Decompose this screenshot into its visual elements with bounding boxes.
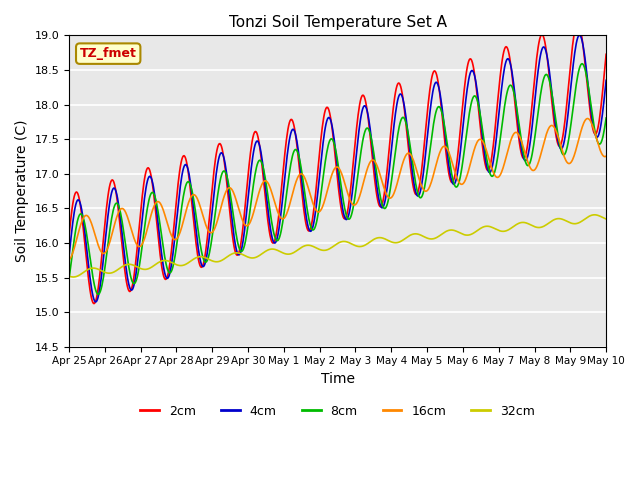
2cm [214,144,221,150]
4cm [419,172,427,178]
16cm [75,228,83,234]
16cm [403,151,410,157]
32cm [65,273,73,279]
X-axis label: Time: Time [321,372,355,386]
32cm [602,216,610,222]
Y-axis label: Soil Temperature (C): Soil Temperature (C) [15,120,29,262]
8cm [186,180,193,185]
Line: 8cm: 8cm [69,64,606,294]
Line: 16cm: 16cm [69,119,606,260]
32cm [214,259,221,264]
2cm [404,135,412,141]
4cm [65,254,73,260]
16cm [65,257,73,263]
32cm [419,233,427,239]
Line: 4cm: 4cm [69,35,606,302]
2cm [186,177,193,183]
2cm [65,233,73,239]
8cm [579,61,586,67]
32cm [590,212,598,218]
2cm [419,154,427,159]
4cm [602,77,610,83]
2cm [131,267,139,273]
32cm [186,259,193,265]
4cm [404,126,412,132]
8cm [131,280,139,286]
2cm [75,194,83,200]
16cm [602,153,610,159]
2cm [602,51,610,57]
16cm [584,116,591,121]
Line: 32cm: 32cm [69,215,606,277]
4cm [575,32,583,38]
8cm [404,126,412,132]
8cm [419,191,427,196]
16cm [419,185,426,191]
Line: 2cm: 2cm [69,23,606,303]
Text: TZ_fmet: TZ_fmet [80,47,137,60]
8cm [602,115,610,121]
16cm [213,219,221,225]
32cm [70,274,77,280]
16cm [185,200,193,205]
Title: Tonzi Soil Temperature Set A: Tonzi Soil Temperature Set A [228,15,447,30]
32cm [131,263,139,269]
4cm [92,299,100,305]
4cm [131,278,139,284]
8cm [94,291,102,297]
Legend: 2cm, 4cm, 8cm, 16cm, 32cm: 2cm, 4cm, 8cm, 16cm, 32cm [135,400,540,423]
16cm [130,235,138,241]
2cm [90,300,97,306]
4cm [214,161,221,167]
8cm [214,192,221,198]
8cm [75,214,83,219]
32cm [76,272,83,278]
2cm [574,20,582,25]
32cm [404,234,412,240]
8cm [65,276,73,282]
4cm [186,172,193,178]
4cm [75,197,83,203]
